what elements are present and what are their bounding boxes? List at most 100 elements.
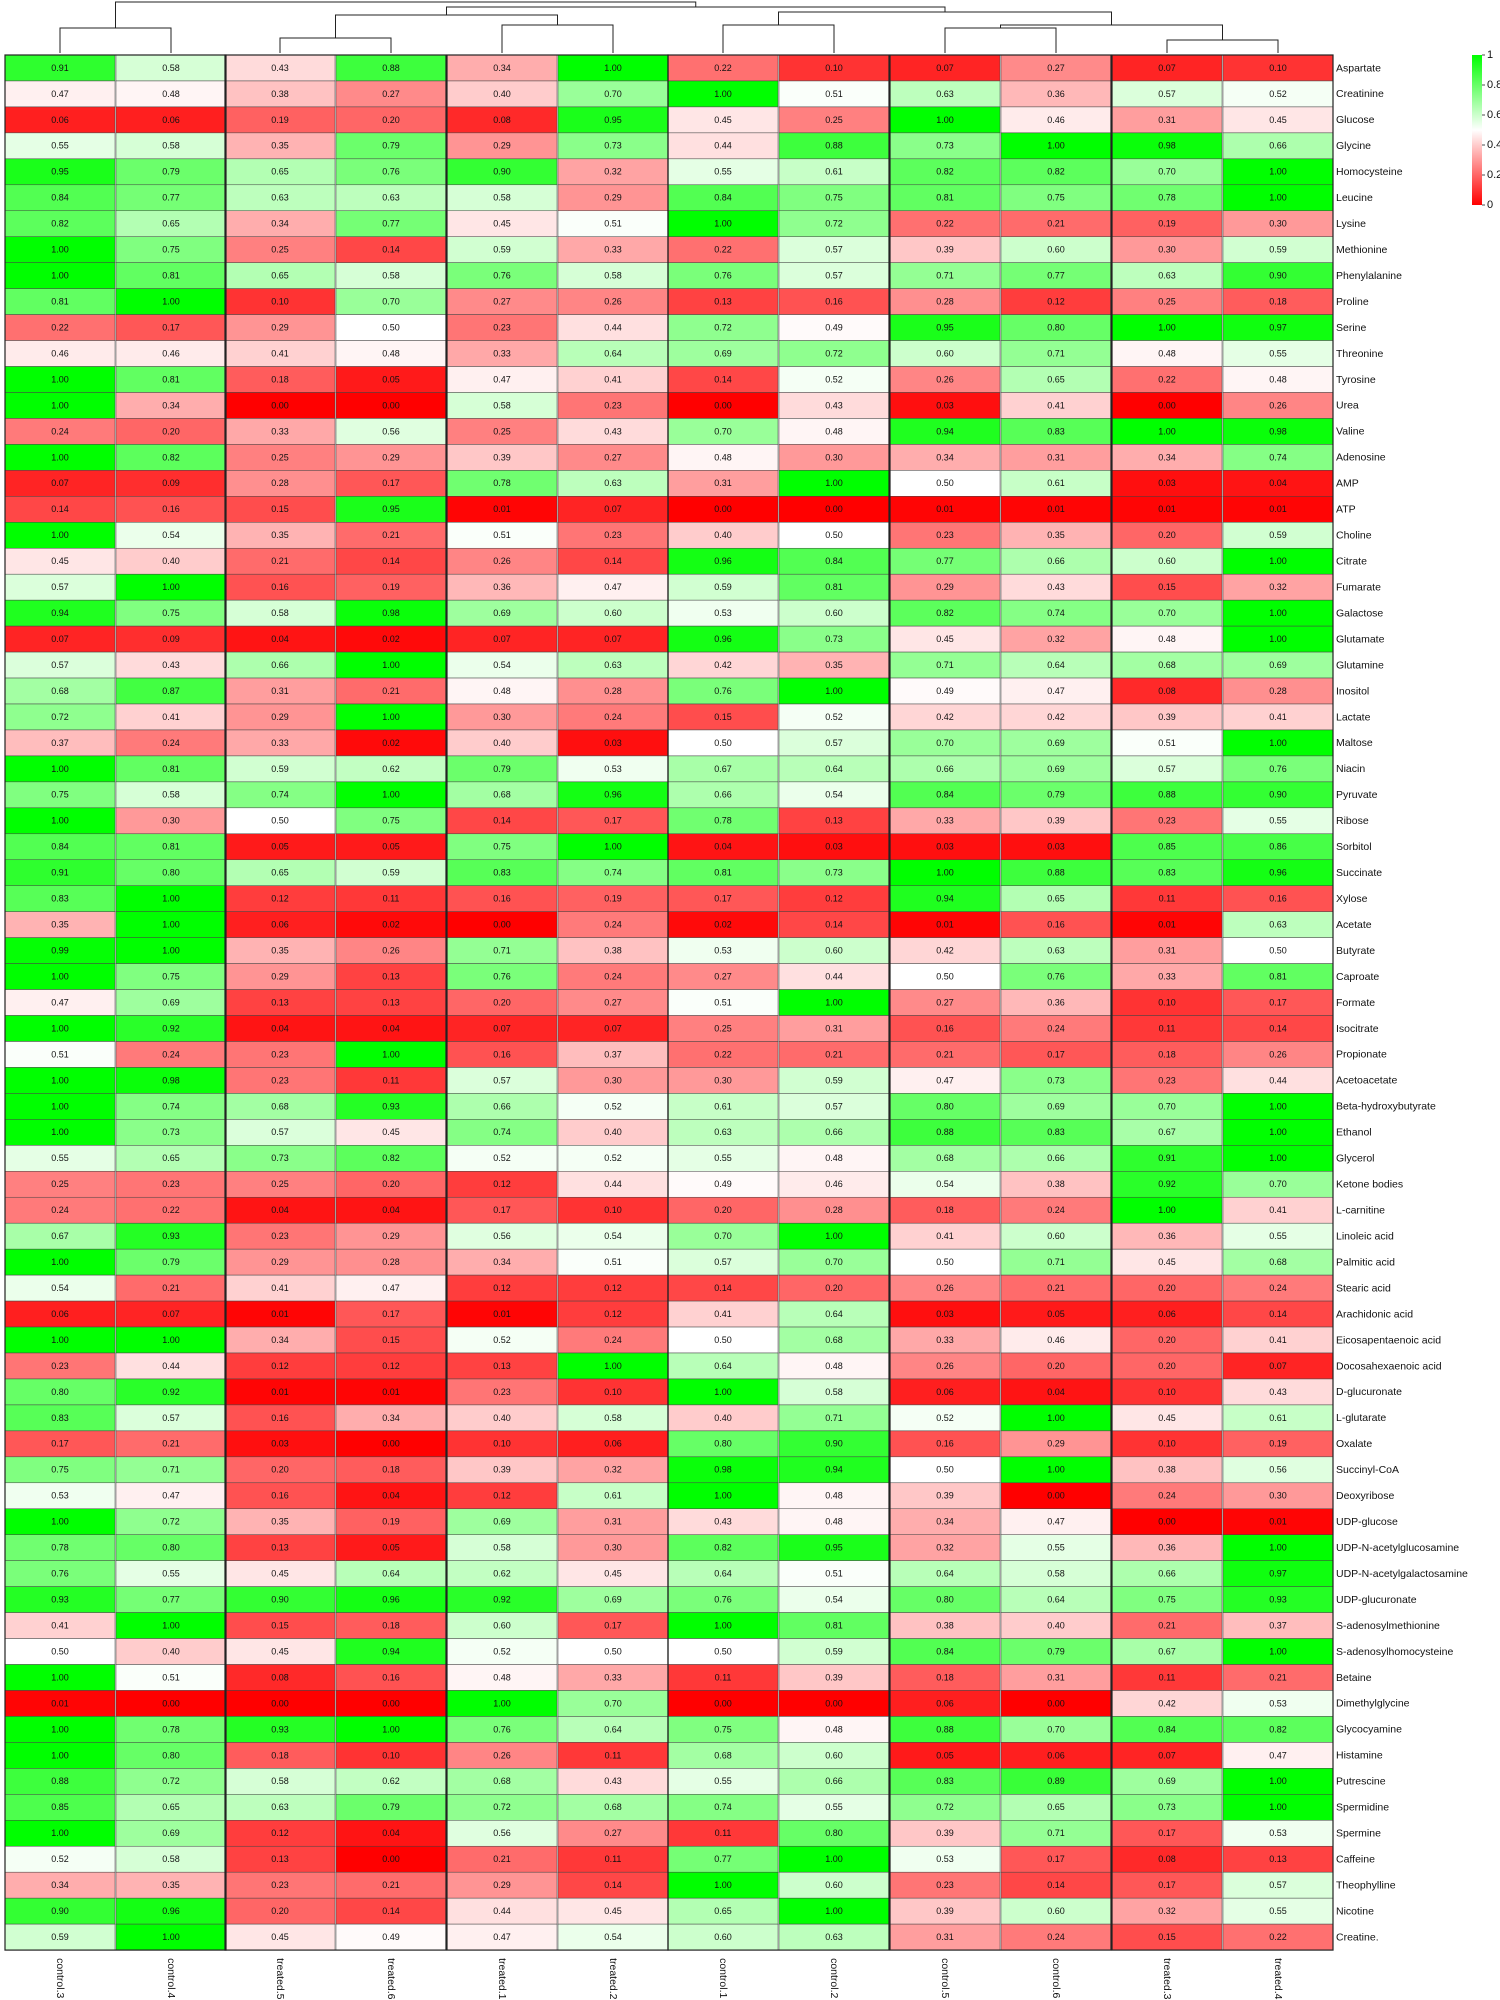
row-label: Creatine. [1336, 1931, 1379, 1943]
heatmap-cell [889, 1171, 1001, 1198]
heatmap-cell [335, 599, 447, 627]
cell-value-label: 0.28 [382, 1257, 400, 1267]
cell-value-label: 0.88 [825, 141, 843, 151]
heatmap-cell [335, 1923, 447, 1951]
cell-value-label: 0.38 [936, 1620, 954, 1630]
heatmap-cell [1000, 1300, 1112, 1328]
heatmap-cell [1222, 1430, 1334, 1458]
cell-value-label: 1.00 [382, 660, 400, 670]
heatmap-cell [1000, 1326, 1112, 1354]
row-label: Galactose [1336, 607, 1383, 619]
heatmap-cell [335, 651, 447, 679]
row-label: Stearic acid [1336, 1282, 1391, 1294]
cell-value-label: 0.77 [382, 219, 400, 229]
heatmap-cell [1222, 106, 1334, 134]
cell-value-label: 0.41 [1047, 400, 1065, 410]
cell-value-label: 0.31 [825, 1023, 843, 1033]
heatmap-cell [4, 1690, 116, 1717]
cell-value-label: 0.57 [1158, 764, 1176, 774]
cell-value-label: 0.24 [604, 1335, 622, 1345]
cell-value-label: 0.92 [493, 1594, 511, 1604]
cell-value-label: 0.52 [825, 712, 843, 722]
heatmap-cell [224, 1274, 336, 1302]
cell-value-label: 0.41 [1269, 712, 1287, 722]
heatmap-cell [1222, 1612, 1334, 1639]
heatmap-cell [1111, 1093, 1223, 1120]
heatmap-cell [224, 106, 336, 134]
cell-value-label: 0.62 [382, 1776, 400, 1786]
cell-value-label: 0.19 [604, 894, 622, 904]
heatmap-cell [4, 470, 116, 497]
cell-value-label: 0.04 [271, 1205, 289, 1215]
cell-value-label: 0.50 [936, 478, 954, 488]
heatmap-cell [1000, 1430, 1112, 1458]
cell-value-label: 0.72 [162, 1517, 180, 1527]
heatmap-cell [224, 859, 336, 886]
cell-value-label: 0.79 [1047, 1646, 1065, 1656]
cell-value-label: 0.14 [1047, 1880, 1065, 1890]
cell-value-label: 0.44 [604, 322, 622, 332]
cell-value-label: 0.58 [604, 1413, 622, 1423]
cell-value-label: 0.00 [382, 400, 400, 410]
cell-value-label: 0.83 [1047, 426, 1065, 436]
heatmap-cell [446, 288, 558, 315]
heatmap-cell [1000, 651, 1112, 679]
cell-value-label: 0.92 [162, 1023, 180, 1033]
row-label: Citrate [1336, 556, 1367, 568]
cell-value-label: 0.39 [936, 245, 954, 255]
heatmap-cell [4, 392, 116, 419]
cell-value-label: 0.70 [1158, 1101, 1176, 1111]
cell-value-label: 0.10 [1158, 1387, 1176, 1397]
heatmap-cell [115, 677, 227, 705]
cell-value-label: 0.63 [271, 193, 289, 203]
cell-value-label: 0.01 [493, 1309, 511, 1319]
cell-value-label: 0.81 [162, 374, 180, 384]
cell-value-label: 0.51 [825, 1569, 843, 1579]
cell-value-label: 0.03 [1047, 842, 1065, 852]
cell-value-label: 0.00 [1158, 400, 1176, 410]
heatmap-cell [115, 859, 227, 886]
cell-value-label: 0.12 [382, 1361, 400, 1371]
heatmap-cell [667, 1352, 779, 1380]
row-label: Butyrate [1336, 945, 1375, 957]
heatmap-cell [224, 1300, 336, 1328]
cell-value-label: 0.17 [162, 322, 180, 332]
cell-value-label: 0.98 [162, 1075, 180, 1085]
heatmap-cell [778, 1352, 890, 1380]
cell-value-label: 0.52 [493, 1335, 511, 1345]
cell-value-label: 0.58 [1047, 1569, 1065, 1579]
heatmap-cell [1222, 1119, 1334, 1146]
cell-value-label: 0.61 [1269, 1413, 1287, 1423]
cell-value-label: 0.34 [936, 1517, 954, 1527]
cell-value-label: 0.38 [1158, 1465, 1176, 1475]
row-label: Methionine [1336, 244, 1388, 256]
heatmap-cell [335, 1897, 447, 1925]
row-label: Homocysteine [1336, 166, 1403, 178]
heatmap-cell [335, 547, 447, 575]
cell-value-label: 0.95 [382, 504, 400, 514]
column-label: treated.1 [496, 1958, 508, 2000]
heatmap-cell [667, 444, 779, 471]
cell-value-label: 0.55 [714, 1153, 732, 1163]
heatmap-cell [224, 1871, 336, 1899]
heatmap-cell [446, 677, 558, 705]
legend-tick-label: 0.6 [1487, 109, 1500, 121]
cell-value-label: 0.67 [1158, 1127, 1176, 1137]
cell-value-label: 0.64 [714, 1569, 732, 1579]
heatmap-cell [4, 522, 116, 549]
dendrogram-branch [335, 14, 558, 38]
cell-value-label: 0.21 [382, 530, 400, 540]
cell-value-label: 0.21 [1047, 1283, 1065, 1293]
cell-value-label: 1.00 [162, 920, 180, 930]
heatmap-cell [778, 859, 890, 886]
heatmap-cell [115, 1794, 227, 1821]
cell-value-label: 0.48 [1269, 374, 1287, 384]
cell-value-label: 0.55 [51, 1153, 69, 1163]
heatmap-cell [446, 418, 558, 445]
cell-value-label: 0.07 [1269, 1361, 1287, 1371]
cell-value-label: 0.64 [382, 1569, 400, 1579]
heatmap-cell [1222, 1041, 1334, 1068]
cell-value-label: 0.77 [1047, 271, 1065, 281]
heatmap-cell [667, 1326, 779, 1354]
heatmap-cell [335, 1768, 447, 1795]
